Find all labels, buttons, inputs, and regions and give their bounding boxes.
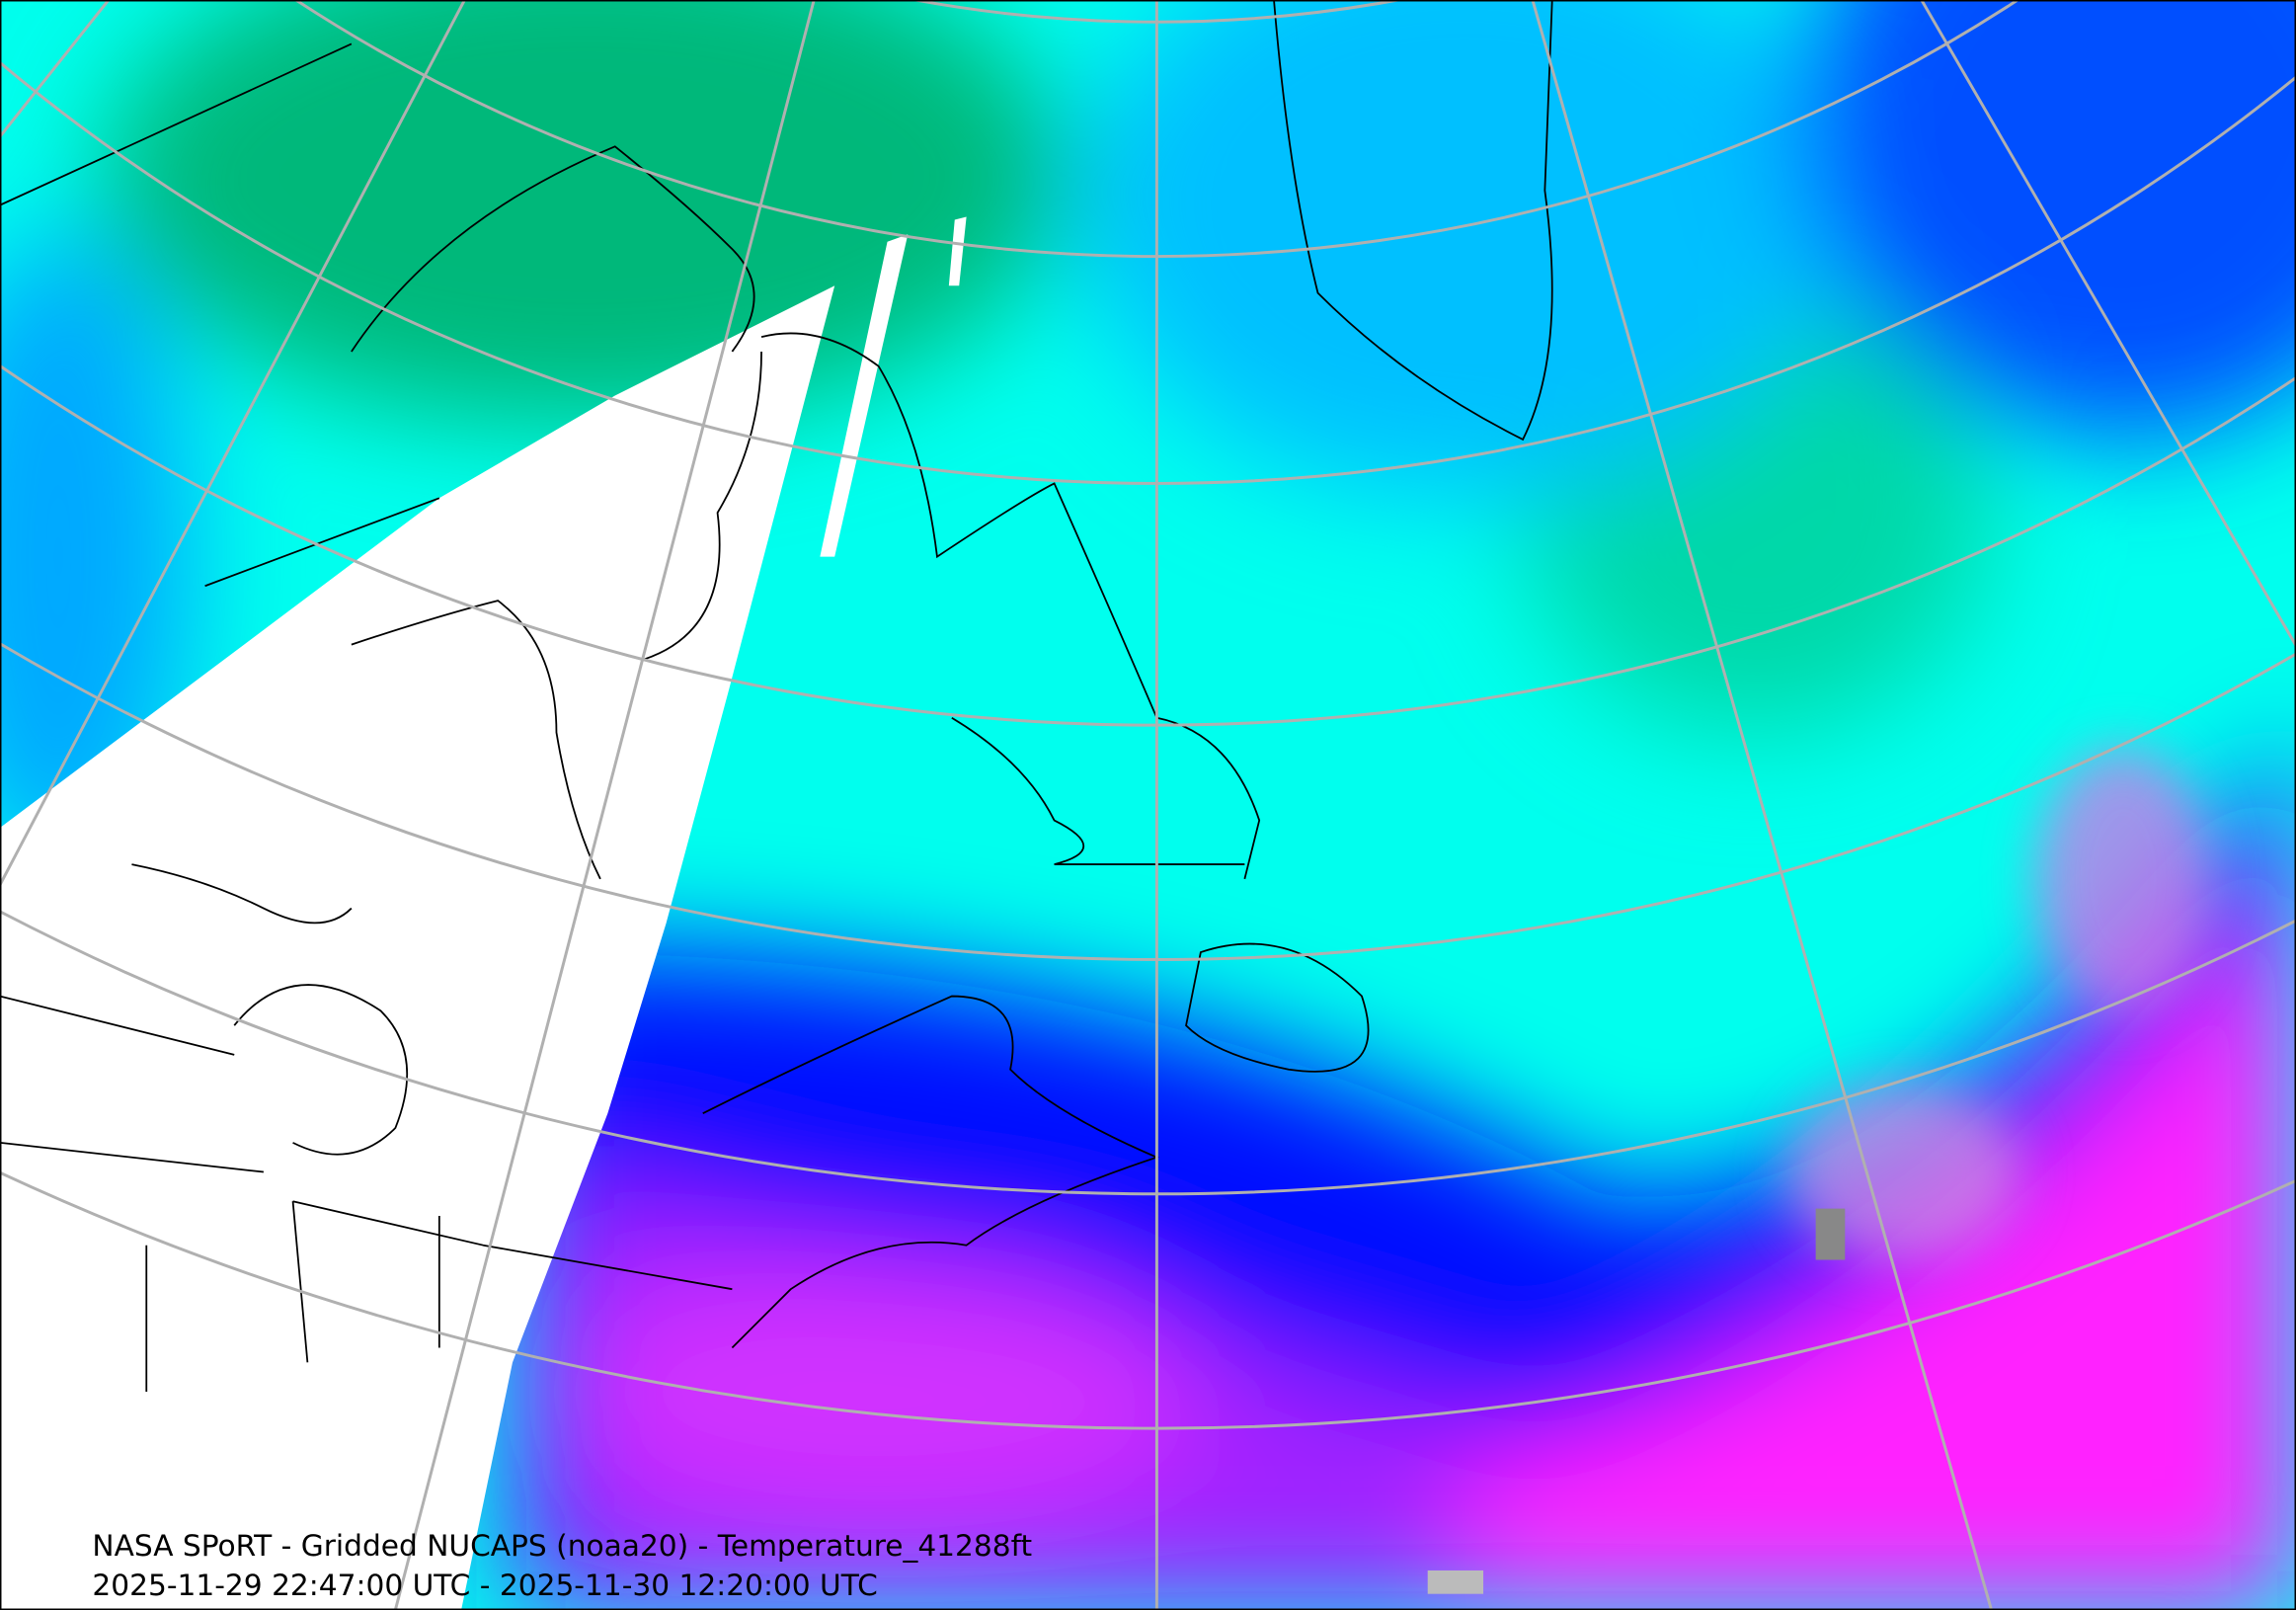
- missing-data: [948, 216, 967, 286]
- gray-cell: [1815, 1208, 1846, 1260]
- caption-title: NASA SPoRT - Gridded NUCAPS (noaa20) - T…: [92, 1528, 1032, 1563]
- caption-time-range: 2025-11-29 22:47:00 UTC - 2025-11-30 12:…: [92, 1568, 877, 1602]
- missing-data: [0, 285, 835, 1610]
- gray-cell: [1427, 1570, 1484, 1594]
- missing-data: [820, 234, 909, 557]
